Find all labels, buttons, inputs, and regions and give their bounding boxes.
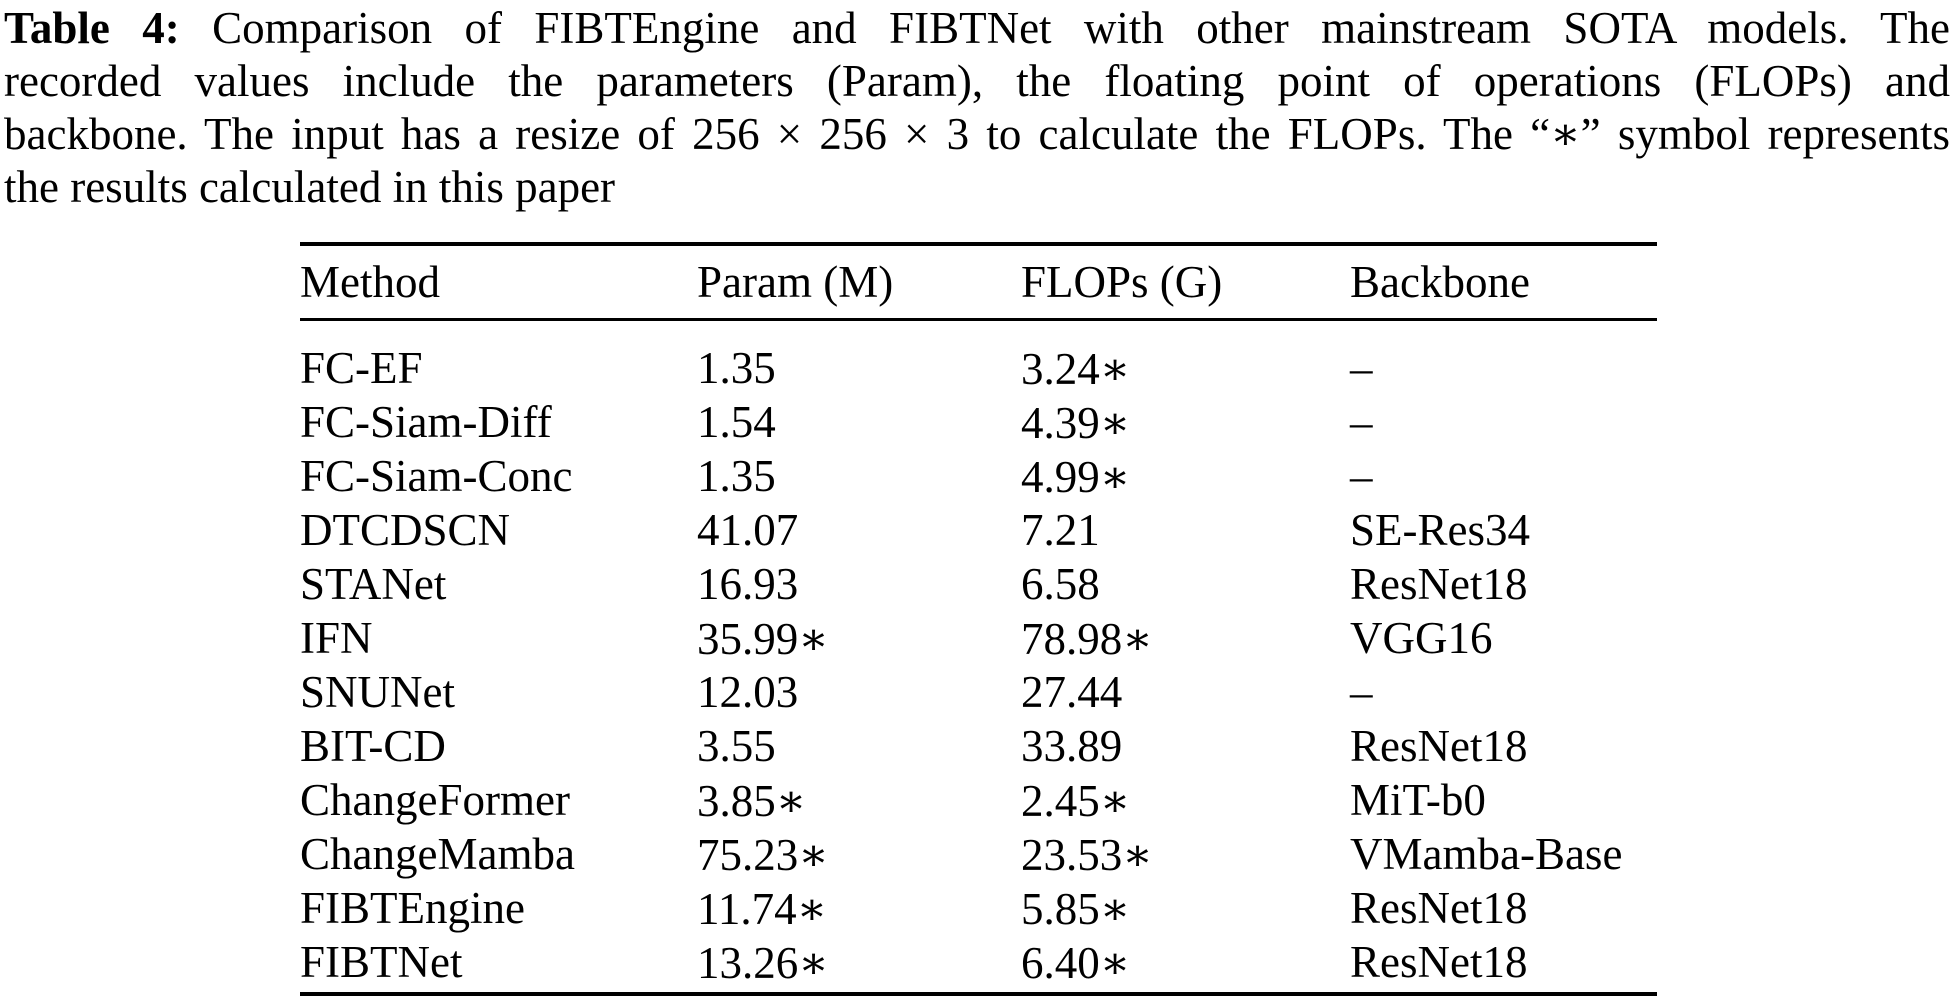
method-cell: STANet	[300, 559, 447, 609]
backbone-cell: ResNet18	[1350, 559, 1528, 609]
caption-line: Table 4: Comparison of FIBTEngine and FI…	[4, 2, 1950, 55]
method-cell: BIT-CD	[300, 721, 446, 771]
method-cell: ChangeFormer	[300, 775, 570, 825]
caption-line: recorded values include the parameters (…	[4, 55, 1950, 108]
table-row: FC-EF 1.35 3.24∗ –	[300, 341, 1657, 395]
caption-line: the results calculated in this paper	[4, 161, 1950, 214]
caption-line: backbone. The input has a resize of 256 …	[4, 108, 1950, 161]
flops-cell: 2.45∗	[1021, 775, 1131, 826]
caption-line-text: Comparison of FIBTEngine and FIBTNet wit…	[179, 3, 1950, 53]
param-cell: 1.35	[697, 343, 776, 393]
table-row: SNUNet 12.03 27.44 –	[300, 665, 1657, 719]
param-cell: 1.54	[697, 397, 776, 447]
column-header-param: Param (M)	[697, 257, 894, 307]
table-caption: Table 4: Comparison of FIBTEngine and FI…	[4, 2, 1950, 214]
backbone-cell: VGG16	[1350, 613, 1493, 663]
flops-cell: 7.21	[1021, 505, 1100, 555]
table-header-row: Method Param (M) FLOPs (G) Backbone	[300, 246, 1657, 318]
backbone-cell: –	[1350, 667, 1373, 717]
table-body: FC-EF 1.35 3.24∗ – FC-Siam-Diff 1.54 4.3…	[300, 321, 1657, 992]
backbone-cell: SE-Res34	[1350, 505, 1530, 555]
method-cell: FIBTEngine	[300, 883, 525, 933]
column-header-flops: FLOPs (G)	[1021, 257, 1223, 307]
param-cell: 16.93	[697, 559, 799, 609]
table-row: DTCDSCN 41.07 7.21 SE-Res34	[300, 503, 1657, 557]
table-bottom-rule	[300, 992, 1657, 996]
param-cell: 12.03	[697, 667, 799, 717]
backbone-cell: ResNet18	[1350, 721, 1528, 771]
table-row: FC-Siam-Diff 1.54 4.39∗ –	[300, 395, 1657, 449]
flops-cell: 78.98∗	[1021, 613, 1153, 664]
method-cell: FIBTNet	[300, 937, 463, 987]
table-row: FIBTEngine 11.74∗ 5.85∗ ResNet18	[300, 881, 1657, 935]
table-row: ChangeFormer 3.85∗ 2.45∗ MiT-b0	[300, 773, 1657, 827]
param-cell: 13.26∗	[697, 937, 829, 988]
table-caption-label: Table 4:	[4, 3, 180, 53]
flops-cell: 4.99∗	[1021, 451, 1131, 502]
method-cell: FC-Siam-Conc	[300, 451, 573, 501]
column-header-backbone: Backbone	[1350, 257, 1530, 307]
param-cell: 41.07	[697, 505, 799, 555]
method-cell: ChangeMamba	[300, 829, 575, 879]
method-cell: SNUNet	[300, 667, 455, 717]
backbone-cell: VMamba-Base	[1350, 829, 1623, 879]
method-cell: DTCDSCN	[300, 505, 511, 555]
method-cell: FC-EF	[300, 343, 423, 393]
param-cell: 1.35	[697, 451, 776, 501]
table-mid-rule	[300, 318, 1657, 321]
flops-cell: 27.44	[1021, 667, 1123, 717]
param-cell: 11.74∗	[697, 883, 828, 934]
backbone-cell: –	[1350, 343, 1373, 393]
comparison-table: Method Param (M) FLOPs (G) Backbone FC-E…	[300, 242, 1657, 996]
param-cell: 3.55	[697, 721, 776, 771]
flops-cell: 6.40∗	[1021, 937, 1131, 988]
param-cell: 35.99∗	[697, 613, 829, 664]
table-top-rule	[300, 242, 1657, 246]
flops-cell: 3.24∗	[1021, 343, 1131, 394]
table-row: ChangeMamba 75.23∗ 23.53∗ VMamba-Base	[300, 827, 1657, 881]
backbone-cell: MiT-b0	[1350, 775, 1486, 825]
flops-cell: 5.85∗	[1021, 883, 1131, 934]
backbone-cell: ResNet18	[1350, 883, 1528, 933]
table-row: BIT-CD 3.55 33.89 ResNet18	[300, 719, 1657, 773]
caption-line-text: backbone. The input has a resize of 256 …	[4, 109, 1950, 159]
table-row: IFN 35.99∗ 78.98∗ VGG16	[300, 611, 1657, 665]
table-row: FC-Siam-Conc 1.35 4.99∗ –	[300, 449, 1657, 503]
column-header-method: Method	[300, 257, 440, 307]
flops-cell: 33.89	[1021, 721, 1123, 771]
param-cell: 75.23∗	[697, 829, 829, 880]
method-cell: IFN	[300, 613, 373, 663]
table-row: FIBTNet 13.26∗ 6.40∗ ResNet18	[300, 935, 1657, 989]
flops-cell: 23.53∗	[1021, 829, 1153, 880]
caption-line-text: recorded values include the parameters (…	[4, 56, 1950, 106]
table-row: STANet 16.93 6.58 ResNet18	[300, 557, 1657, 611]
backbone-cell: –	[1350, 397, 1373, 447]
backbone-cell: –	[1350, 451, 1373, 501]
caption-line-text: the results calculated in this paper	[4, 162, 616, 212]
method-cell: FC-Siam-Diff	[300, 397, 552, 447]
backbone-cell: ResNet18	[1350, 937, 1528, 987]
flops-cell: 6.58	[1021, 559, 1100, 609]
flops-cell: 4.39∗	[1021, 397, 1131, 448]
param-cell: 3.85∗	[697, 775, 807, 826]
